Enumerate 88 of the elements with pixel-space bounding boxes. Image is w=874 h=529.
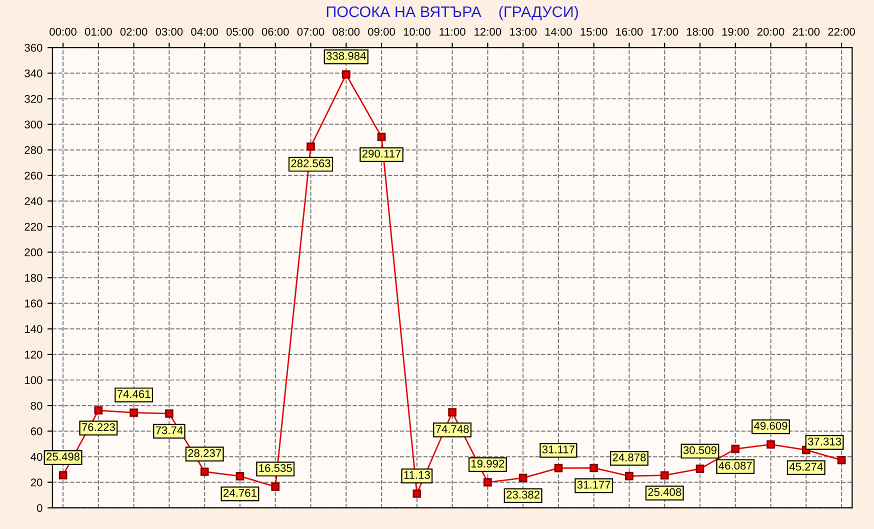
y-tick-label: 60 [30,427,42,436]
y-tick-label: 340 [24,69,42,78]
x-tick-label: 20:00 [757,28,784,36]
data-label: 24.878 [612,453,646,462]
x-tick-label: 12:00 [474,28,502,36]
data-label: 45.274 [789,462,823,471]
y-tick-label: 80 [30,402,42,410]
point [200,468,209,476]
point [306,142,315,151]
data-label: 76.223 [82,423,115,432]
y-tick-label: 360 [24,44,42,52]
data-label: 11.13 [404,471,430,479]
x-tick-label: 06:00 [262,28,289,36]
point [766,440,775,449]
point [271,482,280,491]
point [130,408,138,417]
point [554,464,563,472]
data-label: 16.535 [259,464,292,472]
point [448,408,456,416]
point [412,489,422,498]
data-label: 25.498 [46,452,80,461]
data-label: 282.563 [291,159,330,168]
data-label: 31.177 [577,480,610,489]
data-label: 74.748 [436,425,469,433]
x-tick-label: 13:00 [510,28,537,36]
x-tick-label: 08:00 [332,28,360,36]
point [58,471,68,480]
x-tick-label: 14:00 [545,28,572,36]
y-tick-label: 260 [24,172,42,180]
data-label: 30.509 [683,446,716,454]
y-tick-label: 220 [24,222,42,231]
x-tick-label: 21:00 [792,28,820,36]
y-tick-label: 20 [30,478,42,486]
x-tick-label: 07:00 [297,28,324,36]
y-tick-label: 160 [25,300,42,308]
point [518,474,528,482]
data-label: 73.74 [156,426,183,434]
y-tick-label: 140 [25,325,42,333]
chart-title: ПОСОКА НА ВЯТЪРА (ГРАДУСИ) [326,6,578,20]
point [625,472,634,480]
x-tick-label: 03:00 [156,28,183,36]
point [696,464,704,474]
data-label: 338.984 [326,52,366,60]
x-tick-label: 09:00 [368,28,395,36]
point [236,472,244,480]
data-label: 28.237 [188,449,222,458]
x-tick-label: 16:00 [616,28,643,36]
data-label: 74.461 [117,390,150,398]
y-tick-label: 240 [24,197,42,206]
y-tick-label: 100 [25,376,42,384]
x-tick-label: 11:00 [440,28,466,36]
x-tick-label: 00:00 [50,28,77,36]
data-label: 37.313 [808,438,842,446]
y-tick-label: 0 [36,504,42,512]
x-tick-label: 22:00 [828,28,856,36]
point [590,464,598,472]
x-tick-label: 19:00 [722,28,749,36]
x-tick-label: 15:00 [580,28,608,36]
point [94,406,103,415]
data-label: 31.117 [542,445,574,454]
data-label: 23.382 [506,490,540,499]
data-label: 19.992 [472,460,504,468]
data-label: 49.609 [754,422,788,430]
point [484,478,492,486]
x-tick-label: 01:00 [84,28,112,36]
data-label: 25.408 [648,488,682,496]
y-tick-label: 200 [24,248,42,256]
y-tick-label: 40 [30,452,42,461]
point [731,444,740,454]
x-tick-label: 17:00 [652,28,678,36]
point [342,70,350,79]
y-tick-label: 320 [24,95,42,103]
point [165,409,174,418]
y-tick-label: 180 [25,274,42,282]
point [660,471,669,480]
x-tick-label: 18:00 [686,28,714,36]
point [377,132,386,142]
x-tick-label: 10:00 [404,28,430,36]
x-tick-label: 02:00 [120,28,148,36]
x-tick-label: 04:00 [191,28,218,36]
y-tick-label: 280 [24,146,42,154]
data-label: 290.117 [362,150,401,158]
x-tick-label: 05:00 [226,28,254,36]
data-label: 46.087 [718,462,752,470]
data-label: 24.761 [224,488,256,497]
y-tick-label: 300 [24,120,42,128]
point [837,456,846,464]
y-tick-label: 120 [25,350,42,359]
